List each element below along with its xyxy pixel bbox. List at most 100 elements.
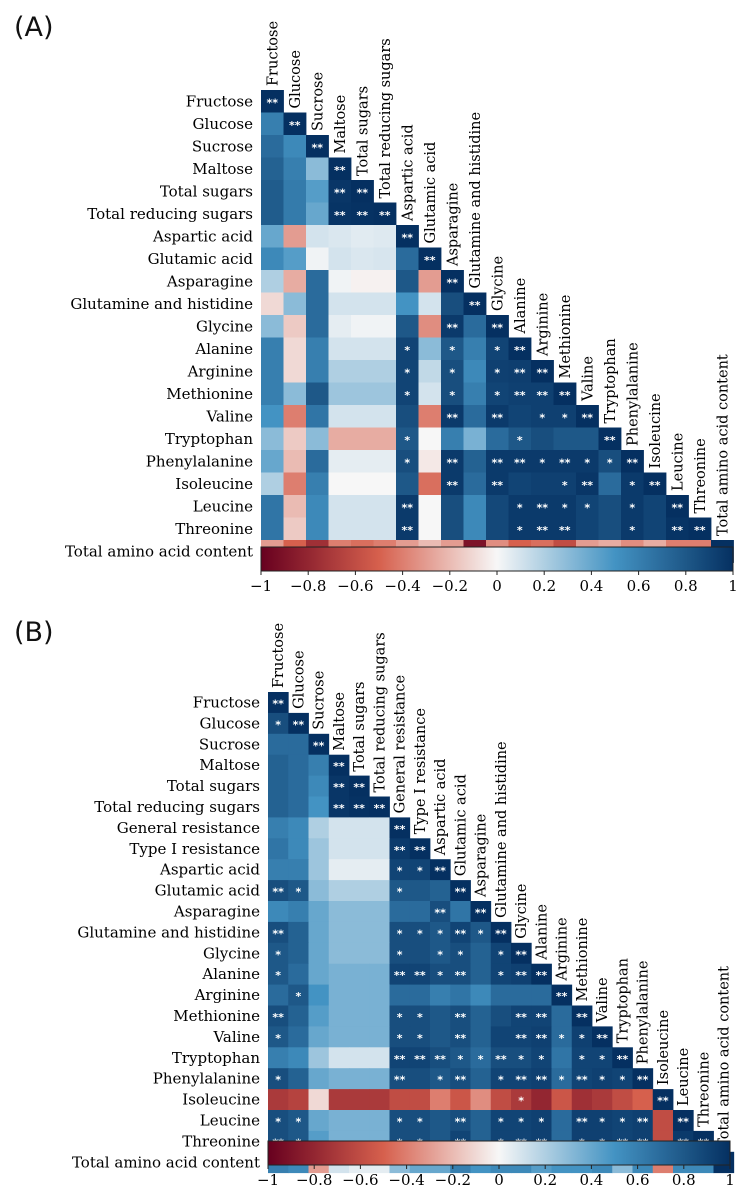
cell-methionine-x-glutamic-acid <box>450 1005 471 1027</box>
cell-arginine-x-glycine <box>511 984 532 1006</box>
cell-tryptophan-x-valine <box>592 1047 613 1069</box>
cell-phenylalanine-x-glutamic-acid <box>450 1068 471 1090</box>
cell-valine-x-general-resistance <box>389 1026 411 1048</box>
significance-mark: ** <box>536 1032 548 1045</box>
significance-mark: * <box>518 1115 524 1128</box>
significance-mark: ** <box>455 1011 467 1024</box>
cell-arginine-x-glycine <box>486 360 509 383</box>
cell-leucine-x-sucrose <box>306 495 329 518</box>
cell-valine-x-total-sugars <box>349 1026 370 1048</box>
cell-glutamine-and-histidine-x-aspartic-acid <box>396 292 419 316</box>
significance-mark: * <box>404 456 410 469</box>
significance-mark: ** <box>649 479 661 492</box>
significance-mark: ** <box>455 1074 467 1087</box>
significance-mark: * <box>562 479 568 492</box>
cell-glutamine-and-histidine-x-glucose <box>283 292 307 316</box>
colorbar-tick-label: −0.6 <box>337 577 373 595</box>
significance-mark: * <box>579 1053 585 1066</box>
cell-alanine-x-glycine <box>486 337 509 361</box>
panel-b-label: (B) <box>14 617 54 648</box>
significance-mark: ** <box>379 209 391 222</box>
cell-asparagine-x-aspartic-acid <box>396 270 419 293</box>
row-label-leucine: Leucine <box>193 497 253 515</box>
cell-leucine-x-glucose <box>288 1110 309 1132</box>
colorbar <box>267 1140 731 1166</box>
significance-mark: ** <box>313 739 325 752</box>
cell-tryptophan-x-total-reducing-sugars <box>373 427 397 451</box>
cell-total-sugars-x-glucose <box>283 180 307 203</box>
significance-mark: * <box>579 1032 585 1045</box>
cell-glutamine-and-histidine-x-total-sugars <box>351 292 374 316</box>
cell-sucrose-x-fructose <box>261 135 284 158</box>
cell-leucine-x-isoleucine <box>643 495 667 518</box>
significance-mark: * <box>295 886 301 899</box>
cell-tryptophan-x-valine <box>576 427 599 451</box>
cell-glycine-x-glutamine-and-histidine <box>463 315 487 338</box>
cell-tryptophan-x-fructose <box>261 427 284 451</box>
significance-mark: ** <box>495 927 507 940</box>
col-label-alanine: Alanine <box>534 904 550 961</box>
cell-methionine-x-alanine <box>508 382 532 406</box>
cell-methionine-x-aspartic-acid <box>430 1005 451 1027</box>
cell-total-reducing-sugars-x-glucose <box>283 202 307 226</box>
cell-valine-x-aspartic-acid <box>396 405 419 428</box>
cell-glutamic-acid-x-sucrose <box>306 247 329 271</box>
cell-valine-x-asparagine <box>441 405 464 428</box>
cell-threonine-x-aspartic-acid <box>396 517 419 541</box>
cell-valine-x-alanine <box>508 405 532 428</box>
cell-valine-x-sucrose <box>306 405 329 428</box>
cell-threonine-x-arginine <box>531 517 554 541</box>
cell-total-sugars-x-maltose <box>328 180 352 203</box>
significance-mark: * <box>498 948 504 961</box>
significance-mark: ** <box>446 456 458 469</box>
cell-phenylalanine-x-total-sugars <box>351 450 374 473</box>
cell-glycine-x-fructose <box>261 315 284 338</box>
cell-isoleucine-x-arginine <box>531 472 554 496</box>
cell-phenylalanine-x-type-i-resistance <box>409 1068 431 1090</box>
cell-isoleucine-x-tryptophan <box>598 472 622 496</box>
significance-mark: ** <box>559 456 571 469</box>
significance-mark: ** <box>272 697 284 710</box>
significance-mark: * <box>498 1115 504 1128</box>
row-label-aspartic-acid: Aspartic acid <box>152 227 253 245</box>
cell-asparagine-x-general-resistance <box>389 901 411 923</box>
cell-type-i-resistance-x-general-resistance <box>389 838 411 860</box>
cell-isoleucine-x-total-sugars <box>351 472 374 496</box>
cell-glutamic-acid-x-glucose <box>288 880 309 902</box>
cell-valine-x-total-sugars <box>351 405 374 428</box>
cell-asparagine-x-fructose <box>268 901 289 923</box>
colorbar-tick-label: −0.4 <box>388 1171 424 1187</box>
cell-arginine-x-sucrose <box>306 360 329 383</box>
cell-alanine-x-type-i-resistance <box>409 963 431 985</box>
significance-mark: ** <box>536 389 548 402</box>
cell-alanine-x-total-sugars <box>351 337 374 361</box>
significance-mark: ** <box>446 411 458 424</box>
colorbar-tick-label: −1 <box>257 1171 279 1187</box>
cell-leucine-x-methionine <box>571 1110 593 1132</box>
cell-isoleucine-x-alanine <box>531 1089 552 1111</box>
colorbar-tick-label: 0.4 <box>579 1171 603 1187</box>
significance-mark: * <box>275 1032 281 1045</box>
cell-total-reducing-sugars-x-sucrose <box>308 796 330 818</box>
cell-glycine-x-asparagine <box>470 942 492 965</box>
cell-methionine-x-glutamic-acid <box>418 382 442 406</box>
cell-total-reducing-sugars-x-total-sugars <box>351 202 374 226</box>
cell-leucine-x-glutamic-acid <box>450 1110 471 1132</box>
significance-mark: * <box>449 366 455 379</box>
cell-glutamic-acid-x-total-sugars <box>349 880 370 902</box>
cell-glutamine-and-histidine-x-maltose <box>328 921 350 944</box>
cell-methionine-x-fructose <box>268 1005 289 1027</box>
cell-leucine-x-maltose <box>328 1110 350 1132</box>
cell-glycine-x-general-resistance <box>389 942 411 965</box>
colorbar-tick-label: 0 <box>494 1171 504 1187</box>
significance-mark: * <box>538 1053 544 1066</box>
cell-asparagine-x-sucrose <box>308 901 330 923</box>
colorbar-tick-label: −0.8 <box>296 1171 332 1187</box>
colorbar-tick-label: −0.6 <box>342 1171 378 1187</box>
col-label-alanine: Alanine <box>513 278 529 335</box>
cell-maltose-x-maltose <box>328 157 352 181</box>
cell-tryptophan-x-methionine <box>553 427 577 451</box>
cell-phenylalanine-x-alanine <box>508 450 532 473</box>
col-label-tryptophan: Tryptophan <box>603 338 619 423</box>
cell-leucine-x-asparagine <box>441 495 464 518</box>
